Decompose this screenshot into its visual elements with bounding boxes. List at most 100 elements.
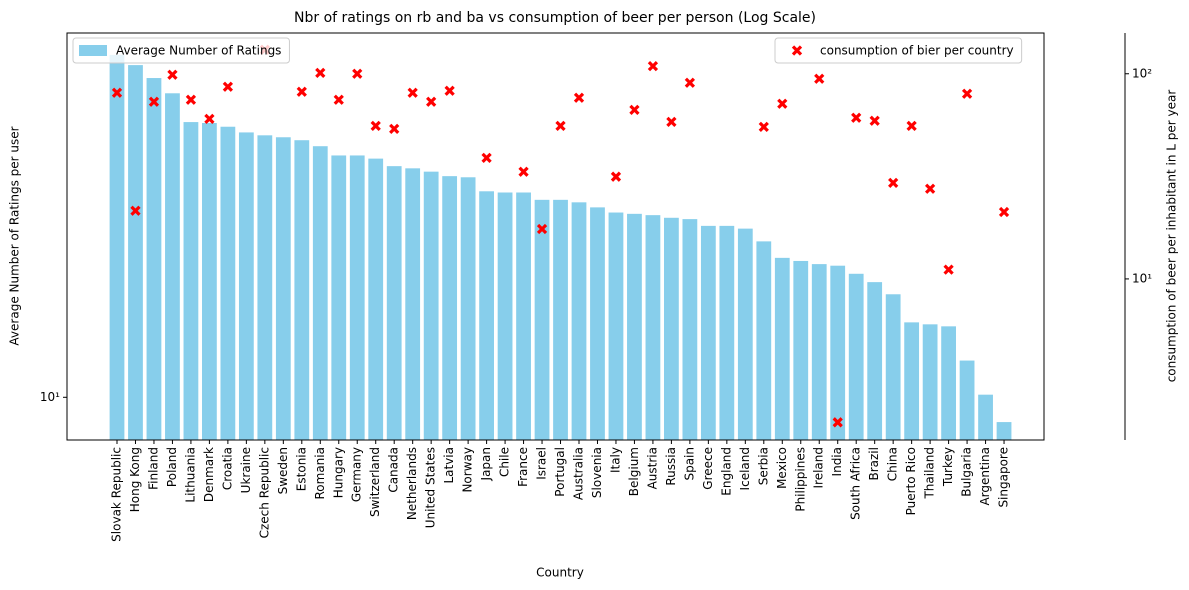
- bar: [756, 241, 772, 440]
- x-tick-label: India: [830, 447, 844, 476]
- x-tick-label: Israel: [535, 447, 549, 480]
- scatter-point: [647, 60, 659, 72]
- x-tick-label: Japan: [479, 447, 493, 481]
- bar: [830, 265, 846, 440]
- x-tick-label: Switzerland: [368, 447, 382, 517]
- x-tick-label: Russia: [664, 447, 678, 486]
- y2-tick-label: 10¹: [1132, 271, 1152, 285]
- scatter-point: [666, 116, 677, 127]
- bar: [793, 260, 809, 440]
- scatter-point: [814, 73, 825, 84]
- scatter-point: [869, 115, 880, 126]
- x-tick-label: Iceland: [738, 447, 752, 490]
- x-tick-label: Germany: [350, 447, 364, 502]
- bar: [848, 273, 864, 440]
- bar: [165, 93, 180, 440]
- x-tick-label: Philippines: [793, 447, 807, 512]
- x-tick-label: United States: [424, 447, 438, 528]
- scatter-point: [518, 166, 529, 177]
- bar: [460, 177, 476, 440]
- x-tick-label: Bulgaria: [960, 447, 974, 497]
- x-tick-label: Canada: [387, 447, 401, 493]
- bar: [275, 137, 291, 440]
- bar: [627, 213, 642, 440]
- bar: [719, 225, 735, 440]
- x-tick-label: Thailand: [923, 447, 937, 500]
- scatter-point: [389, 123, 400, 134]
- scatter-point: [148, 96, 160, 107]
- scatter-point: [481, 152, 492, 164]
- x-tick-label: Hungary: [331, 447, 345, 498]
- scatter-point: [352, 68, 363, 79]
- bar: [941, 326, 956, 440]
- x-tick-label: Czech Republic: [257, 447, 271, 538]
- x-tick-label: Finland: [146, 447, 160, 490]
- bar: [700, 225, 716, 440]
- scatter-point: [370, 120, 381, 132]
- bar: [405, 168, 421, 440]
- y2-tick-label: 10²: [1132, 66, 1152, 80]
- bar: [516, 192, 531, 440]
- bar: [294, 140, 310, 440]
- bar: [904, 322, 920, 440]
- bar: [682, 219, 698, 440]
- bar: [885, 294, 901, 440]
- scatter-point: [222, 81, 234, 92]
- legend-label: Average Number of Ratings: [116, 44, 281, 58]
- bar: [331, 155, 347, 440]
- bar: [608, 212, 624, 440]
- x-tick-label: Hong Kong: [128, 447, 142, 512]
- x-tick-label: Ireland: [812, 447, 826, 489]
- scatter-point: [777, 98, 788, 109]
- x-tick-label: Poland: [165, 447, 179, 487]
- scatter-point: [536, 223, 548, 235]
- scatter-point: [185, 94, 197, 105]
- bar: [497, 192, 513, 440]
- scatter-point: [333, 94, 344, 105]
- scatter-point: [130, 205, 141, 216]
- scatter-point: [555, 120, 566, 132]
- bar: [183, 122, 199, 440]
- x-tick-label: Chile: [498, 447, 512, 477]
- bar: [996, 422, 1012, 440]
- bar: [349, 155, 365, 440]
- legend-label: consumption of bier per country: [820, 44, 1014, 58]
- x-tick-label: Singapore: [997, 447, 1011, 508]
- scatter-point: [426, 96, 437, 107]
- bar: [128, 65, 143, 440]
- legend-swatch: [79, 45, 107, 56]
- scatter-point: [315, 67, 326, 79]
- bar: [867, 282, 883, 440]
- scatter-point: [573, 92, 585, 103]
- x-tick-label: South Africa: [849, 447, 863, 520]
- scatter-point: [204, 113, 215, 124]
- bar: [811, 264, 827, 440]
- bar: [571, 202, 587, 440]
- scatter-point: [629, 104, 640, 115]
- x-tick-label: Spain: [682, 447, 696, 481]
- legend-swatch: [791, 45, 803, 56]
- legend: consumption of bier per country: [774, 37, 1023, 64]
- x-tick-label: France: [516, 447, 530, 487]
- bar: [220, 126, 236, 440]
- bar: [664, 217, 679, 440]
- bar: [146, 78, 162, 440]
- chart-title: Nbr of ratings on rb and ba vs consumpti…: [294, 10, 816, 26]
- x-tick-label: Turkey: [941, 447, 955, 487]
- x-tick-label: Norway: [461, 447, 475, 493]
- bar: [645, 215, 661, 440]
- bar: [590, 207, 605, 440]
- bar: [386, 166, 402, 440]
- scatter-point: [961, 88, 973, 99]
- bar: [202, 123, 217, 440]
- x-tick-label: Portugal: [553, 447, 567, 497]
- x-tick-label: China: [886, 447, 900, 481]
- scatter-point: [943, 264, 954, 275]
- x-tick-label: Ukraine: [239, 447, 253, 493]
- y-tick-label: 10¹: [40, 390, 60, 404]
- x-tick-label: England: [719, 447, 733, 496]
- x-tick-label: Italy: [608, 447, 622, 473]
- bar: [312, 146, 328, 440]
- bar: [479, 191, 494, 440]
